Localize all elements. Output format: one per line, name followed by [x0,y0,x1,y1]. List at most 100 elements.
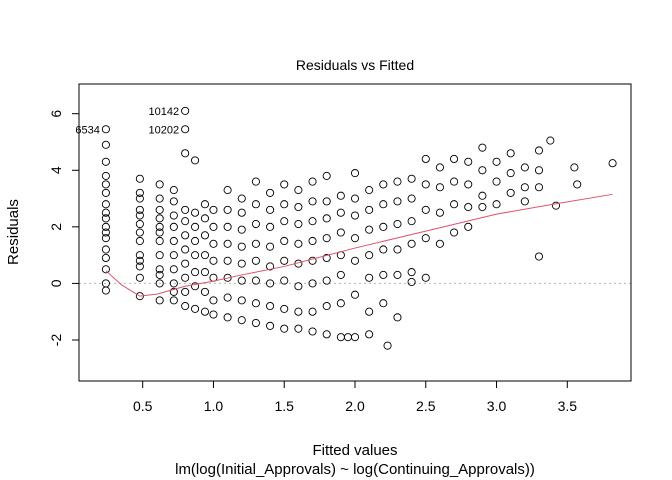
residual-point [101,171,110,180]
residual-point [379,180,388,189]
residual-point [294,239,303,248]
y-tick-label: 2 [48,223,64,231]
residual-point [181,273,190,282]
chart-title: Residuals vs Fitted [296,57,414,73]
residual-point [379,222,388,231]
residual-point [135,188,144,197]
residual-point [336,208,345,217]
residual-point [135,228,144,237]
residual-point [266,222,275,231]
residual-point [191,208,200,217]
residual-point [450,228,459,237]
residual-point [169,265,178,274]
residual-point [266,242,275,251]
residual-point [135,205,144,214]
residual-point [294,219,303,229]
residual-point [237,242,246,251]
residual-point [336,270,345,279]
residual-point [101,180,110,189]
residual-point [209,222,218,231]
residual-point [573,180,582,189]
residual-point [520,163,529,172]
residual-point [450,177,459,186]
residual-point [294,324,303,333]
residual-point [191,251,200,260]
residual-point [570,163,579,172]
residual-point [464,202,473,212]
residual-point [280,256,289,265]
residual-point [155,236,164,246]
residual-point [492,200,501,209]
residual-point [294,307,303,316]
residual-point [200,307,210,316]
residual-point [169,279,178,288]
residual-point [209,205,218,214]
residual-point [251,276,260,285]
residual-point [101,208,110,217]
residual-point [421,273,430,282]
residual-point [407,217,416,226]
residual-point [407,194,416,203]
residual-point [237,276,246,285]
residual-point [393,270,402,279]
residual-point [223,222,232,231]
residual-point [135,273,144,282]
residual-points [101,136,617,350]
residual-point [135,194,144,203]
residual-point [266,279,275,288]
residual-point [251,219,260,229]
residual-point [308,256,317,265]
residual-point [209,239,218,248]
residual-point [169,251,178,260]
residual-point [478,202,487,212]
residual-point [155,251,164,260]
residual-point [308,177,317,186]
residual-point [464,222,473,231]
residual-point [294,202,303,212]
residual-point [336,228,345,237]
residual-point [169,296,178,305]
residual-point [308,197,317,206]
residual-point [280,217,289,226]
outlier-labels: 10142 6534 10202 [75,106,190,136]
residual-point [435,208,444,217]
residual-point [421,180,430,189]
residual-point [350,211,360,220]
residual-point [421,205,430,214]
residual-point [308,279,317,288]
residual-point [223,293,232,302]
residual-point [350,234,360,243]
x-tick-label: 3.0 [487,398,507,414]
residual-point [379,245,388,254]
residual-point [322,197,331,206]
residual-point [101,140,110,149]
residual-point [322,330,331,339]
residual-point [336,299,345,308]
x-axis: 0.5 1.0 1.5 2.0 2.5 3.0 3.5 [133,381,577,414]
x-tick-label: 2.0 [345,398,365,414]
residual-point [155,296,164,305]
residual-point [155,194,164,203]
residual-point [464,180,473,189]
residual-point [135,211,144,220]
residual-point [200,268,210,277]
residual-point [101,222,110,231]
residual-point [421,154,430,164]
residual-point [280,304,289,313]
residual-point [322,234,331,243]
residual-point [191,236,200,246]
residual-point [155,205,164,214]
y-tick-label: 6 [48,110,64,118]
residual-point [155,279,164,288]
residual-point [237,194,246,203]
residual-point [169,287,178,296]
residual-point [492,177,501,186]
residual-point [223,186,232,195]
y-tick-label: 0 [48,279,64,287]
residual-point [181,217,190,226]
residual-point [237,316,246,325]
residual-point [365,186,374,195]
residual-point [209,310,218,319]
residual-point [534,183,544,192]
